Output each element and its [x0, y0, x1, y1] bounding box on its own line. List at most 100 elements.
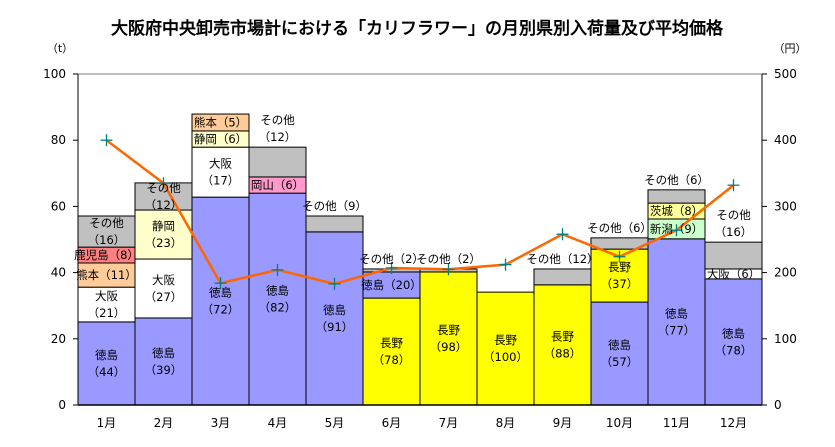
- bar-segment-label: 徳島: [722, 326, 745, 340]
- bar-segment-label: （23）: [145, 236, 183, 250]
- price-marker: [442, 263, 455, 276]
- y2-tick-label: 500: [774, 67, 797, 81]
- bar-segment-label: その他: [146, 181, 181, 195]
- bar-segment-label: 徳島: [665, 306, 688, 320]
- bar-segment-label: （78）: [373, 353, 411, 367]
- bar-segment-label: （16）: [88, 233, 126, 247]
- bar-segment-label: （72）: [202, 303, 240, 317]
- bar-segment-label: （39）: [145, 363, 183, 377]
- bar-segment-label: 静岡（6）: [194, 132, 247, 146]
- bar-segment-label: （12）: [259, 130, 297, 144]
- bar-segment: [533, 268, 592, 286]
- bar-segment: [77, 286, 136, 323]
- bar-segment: [533, 284, 592, 406]
- price-line-layer: [100, 134, 740, 290]
- bar-segment-label: その他（9）: [302, 199, 367, 213]
- bar-segment-label: 長野: [437, 323, 460, 337]
- bar-segment: [248, 146, 307, 178]
- bar-segment: [647, 238, 706, 406]
- y2-tick-label: 400: [774, 133, 797, 147]
- bar-segment-label: （91）: [316, 320, 354, 334]
- axes-layer: 1月 2月 3月 4月 5月 6月 7月 8月 9月 10月 11月 12月 0 20 40 60 80 100 0…: [43, 67, 797, 430]
- y2-axis-unit: （円）: [774, 42, 807, 55]
- bar-segment-label: 岡山（6）: [251, 178, 304, 192]
- bar-segment-label: その他（6）: [587, 221, 652, 235]
- bar-segment-label: その他: [89, 216, 124, 230]
- bar-segment-label: （16）: [715, 225, 753, 239]
- bar-segment-label: （12）: [145, 198, 183, 212]
- x-tick-label: 12月: [720, 416, 747, 430]
- price-marker: [214, 277, 227, 290]
- bar-segment: [77, 321, 136, 406]
- bar-segment-label: （44）: [88, 365, 126, 379]
- bar-segment-label: その他（2）: [416, 252, 481, 266]
- bar-segment-label: （98）: [430, 340, 468, 354]
- bar-segment-label: その他（2）: [359, 252, 424, 266]
- x-tick-label: 4月: [268, 416, 288, 430]
- bar-segment: [248, 192, 307, 406]
- x-tick-label: 3月: [211, 416, 231, 430]
- bar-segment: [77, 215, 136, 248]
- price-marker: [727, 179, 740, 192]
- chart-title: 大阪府中央卸売市場計における「カリフラワー」の月別県別入荷量及び平均価格: [111, 18, 724, 39]
- price-marker: [328, 277, 341, 290]
- price-marker: [385, 261, 398, 274]
- bar-segment-label: 徳島: [152, 346, 175, 360]
- bar-segment-label: 徳島: [608, 338, 631, 352]
- y-tick-label: 40: [51, 266, 66, 280]
- bar-segment-label: （17）: [202, 174, 240, 188]
- bar-segment-label: （100）: [483, 350, 528, 364]
- bar-segment-label: 静岡: [152, 219, 175, 233]
- bar-segment-label: （78）: [715, 343, 753, 357]
- y-tick-label: 100: [43, 67, 66, 81]
- bar-segment-label: その他（12）: [526, 252, 598, 266]
- y2-tick-label: 100: [774, 332, 797, 346]
- price-marker: [499, 258, 512, 271]
- bar-segment: [134, 317, 193, 406]
- bar-segment-label: （27）: [145, 290, 183, 304]
- x-tick-label: 1月: [97, 416, 117, 430]
- bar-segment-label: その他: [716, 208, 751, 222]
- bar-segment: [191, 196, 250, 406]
- bar-segment: [647, 189, 706, 204]
- x-tick-label: 8月: [496, 416, 516, 430]
- bar-segment-label: 長野: [494, 333, 517, 347]
- bar-segment: [134, 258, 193, 319]
- bar-segment: [419, 271, 478, 406]
- bar-segment-label: 長野: [551, 329, 574, 343]
- y-tick-label: 20: [51, 332, 66, 346]
- bar-segment: [476, 291, 535, 406]
- bar-segment-label: 茨城（8）: [650, 204, 703, 218]
- bar-segment: [362, 297, 421, 406]
- x-tick-label: 2月: [154, 416, 174, 430]
- y-tick-label: 0: [58, 398, 66, 412]
- y-axis-unit: （t）: [47, 42, 73, 55]
- bar-segment-label: 熊本（11）: [76, 268, 137, 282]
- bar-segment-label: 鹿児島（8）: [74, 248, 139, 262]
- bar-segment-label: その他（6）: [644, 173, 709, 187]
- price-line: [105, 139, 735, 286]
- bar-segment-label: （21）: [88, 306, 126, 320]
- bar-segment-label: （88）: [544, 346, 582, 360]
- bar-segment: [704, 278, 763, 406]
- y-tick-label: 80: [51, 133, 66, 147]
- bar-segment-label: その他: [260, 113, 295, 127]
- price-marker: [556, 228, 569, 241]
- bar-segment-label: 大阪: [209, 157, 232, 171]
- x-tick-label: 5月: [325, 416, 345, 430]
- bar-segment-label: 大阪: [152, 273, 175, 287]
- bars-layer: [77, 113, 763, 406]
- bar-segment-label: 徳島（20）: [361, 278, 422, 292]
- bar-segment-label: 熊本（5）: [194, 115, 247, 129]
- bar-segment: [704, 241, 763, 270]
- bar-segment-label: （77）: [658, 323, 696, 337]
- y-tick-label: 60: [51, 199, 66, 213]
- bar-segment-label: 徳島: [323, 303, 346, 317]
- price-marker: [670, 224, 683, 237]
- bar-segment-label: 徳島: [95, 348, 118, 362]
- bar-segment: [191, 113, 250, 132]
- bar-segment-label: 新潟（9）: [650, 222, 703, 236]
- y2-tick-label: 200: [774, 266, 797, 280]
- bar-segment-label: 長野: [608, 260, 631, 274]
